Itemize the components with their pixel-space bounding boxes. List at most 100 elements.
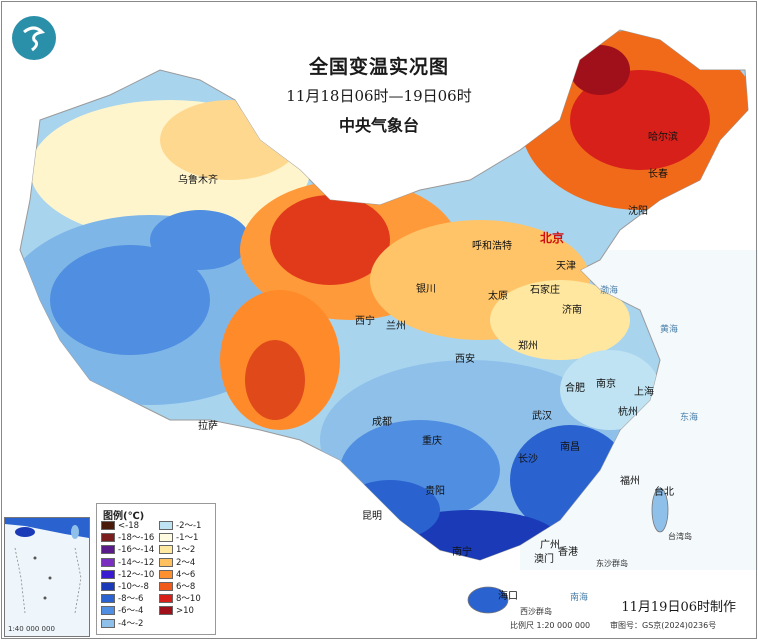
city-beijing: 北京 — [540, 231, 565, 245]
legend-label: -6～-4 — [118, 606, 144, 617]
field-northeast-max — [570, 45, 630, 95]
city-jinan: 济南 — [562, 305, 582, 316]
legend-swatch — [101, 533, 115, 543]
city-hangzhou: 杭州 — [618, 407, 638, 418]
label-east-sea: 东海 — [680, 413, 699, 423]
legend-label: 1～2 — [176, 545, 196, 556]
legend-item: -12～-10 — [101, 569, 155, 580]
legend-swatch — [159, 521, 173, 530]
hainan-island — [467, 586, 509, 614]
legend-item: -18～-16 — [101, 533, 154, 543]
legend-item: -1～1 — [159, 533, 198, 543]
legend-swatch — [101, 594, 115, 604]
field-east-china-mild — [490, 280, 630, 360]
legend-swatch — [159, 569, 173, 579]
city-fuzhou: 福州 — [620, 476, 640, 487]
label-south-sea: 南海 — [570, 593, 589, 603]
field-hexi-hot — [270, 195, 390, 285]
legend-label: -12～-10 — [118, 569, 155, 580]
cma-logo — [12, 16, 56, 60]
legend-label: -1～1 — [176, 533, 199, 544]
legend-swatch — [101, 618, 115, 628]
legend-label: -8～-6 — [118, 594, 144, 605]
legend-item: 8～10 — [159, 594, 201, 604]
legend-label: 6～8 — [176, 582, 196, 592]
city-guangzhou: 广州 — [540, 540, 560, 551]
city-chengdu: 成都 — [372, 417, 392, 428]
city-hongkong: 香港 — [558, 547, 578, 558]
legend-item: -16～-14 — [101, 545, 154, 555]
city-taibei: 台北 — [654, 487, 674, 498]
review-number: 审图号：GS京(2024)0236号 — [610, 621, 717, 630]
legend-swatch — [101, 606, 115, 616]
city-wuhan: 武汉 — [532, 411, 552, 422]
legend-swatch — [159, 545, 173, 555]
legend-label: 2～4 — [176, 557, 196, 568]
legend-label: -14～-12 — [118, 557, 155, 568]
city-nanning: 南宁 — [452, 547, 472, 558]
legend-swatch — [101, 557, 115, 567]
legend-label: -18～-16 — [118, 533, 155, 544]
field-northeast-hot — [570, 70, 710, 170]
legend-swatch — [159, 533, 173, 543]
label-bohai: 渤海 — [600, 286, 619, 296]
legend-item: <-18 — [101, 521, 139, 531]
legend-swatch — [159, 594, 173, 604]
made-time: 11月19日06时制作 — [621, 600, 736, 615]
city-urumqi: 乌鲁木齐 — [178, 175, 218, 186]
logo-swirl-icon — [14, 18, 54, 58]
city-taiyuan: 太原 — [488, 291, 508, 302]
temperature-fields — [20, 30, 748, 560]
field-north-xinjiang-warm — [160, 100, 300, 180]
field-sichuan-west-hot — [245, 340, 305, 420]
legend-label: -16～-14 — [118, 545, 155, 556]
city-changsha: 长沙 — [518, 454, 538, 465]
legend-label: -4～-2 — [118, 618, 144, 629]
inset-island-dot — [43, 596, 47, 600]
legend-label: <-18 — [118, 521, 140, 531]
legend: 图例(℃) <-18 -18～-16 -16～-14 -14～-12 -12～-10 -1… — [96, 503, 216, 635]
city-haikou: 海口 — [498, 591, 518, 602]
legend-item: 6～8 — [159, 582, 195, 592]
legend-label: -2～-1 — [176, 521, 202, 531]
field-qaidam-cold — [150, 210, 250, 270]
scale-text: 比例尺 1:20 000 000 — [510, 621, 591, 630]
city-xining: 西宁 — [355, 316, 375, 327]
inset-island-dot — [48, 576, 52, 580]
city-hohhot: 呼和浩特 — [472, 241, 512, 252]
label-dongsha: 东沙群岛 — [596, 559, 628, 568]
field-tibet-cold — [50, 245, 210, 355]
inset-island-dot — [33, 556, 37, 560]
legend-item: -4～-2 — [101, 618, 144, 629]
inset-taiwan — [71, 525, 79, 539]
legend-item: -2～-1 — [159, 521, 201, 531]
city-zhengzhou: 郑州 — [518, 341, 538, 352]
city-macau: 澳门 — [534, 554, 554, 565]
legend-swatch — [159, 606, 173, 616]
legend-swatch — [101, 582, 115, 591]
legend-label: 4～6 — [176, 569, 196, 580]
inset-scale: 1:40 000 000 — [8, 625, 55, 633]
city-xian: 西安 — [455, 354, 475, 365]
inset-hainan — [15, 527, 35, 537]
city-lhasa: 拉萨 — [198, 421, 218, 432]
legend-swatch — [159, 582, 173, 591]
legend-label: -10～-8 — [118, 582, 149, 592]
city-lanzhou: 兰州 — [386, 321, 406, 332]
legend-item: -10～-8 — [101, 582, 149, 592]
city-tianjin: 天津 — [556, 261, 576, 272]
legend-item: >10 — [159, 606, 194, 616]
city-chongqing: 重庆 — [422, 436, 442, 447]
taiwan-island — [651, 487, 669, 533]
label-taiwan-island: 台湾岛 — [668, 532, 692, 541]
label-yellow-sea: 黄海 — [660, 325, 679, 335]
legend-swatch — [101, 521, 115, 530]
legend-item: -6～-4 — [101, 606, 143, 616]
city-shanghai: 上海 — [634, 387, 654, 398]
legend-item: 4～6 — [159, 569, 196, 580]
legend-label: 8～10 — [176, 594, 201, 605]
city-yinchuan: 银川 — [416, 284, 436, 295]
legend-item: 1～2 — [159, 545, 195, 555]
